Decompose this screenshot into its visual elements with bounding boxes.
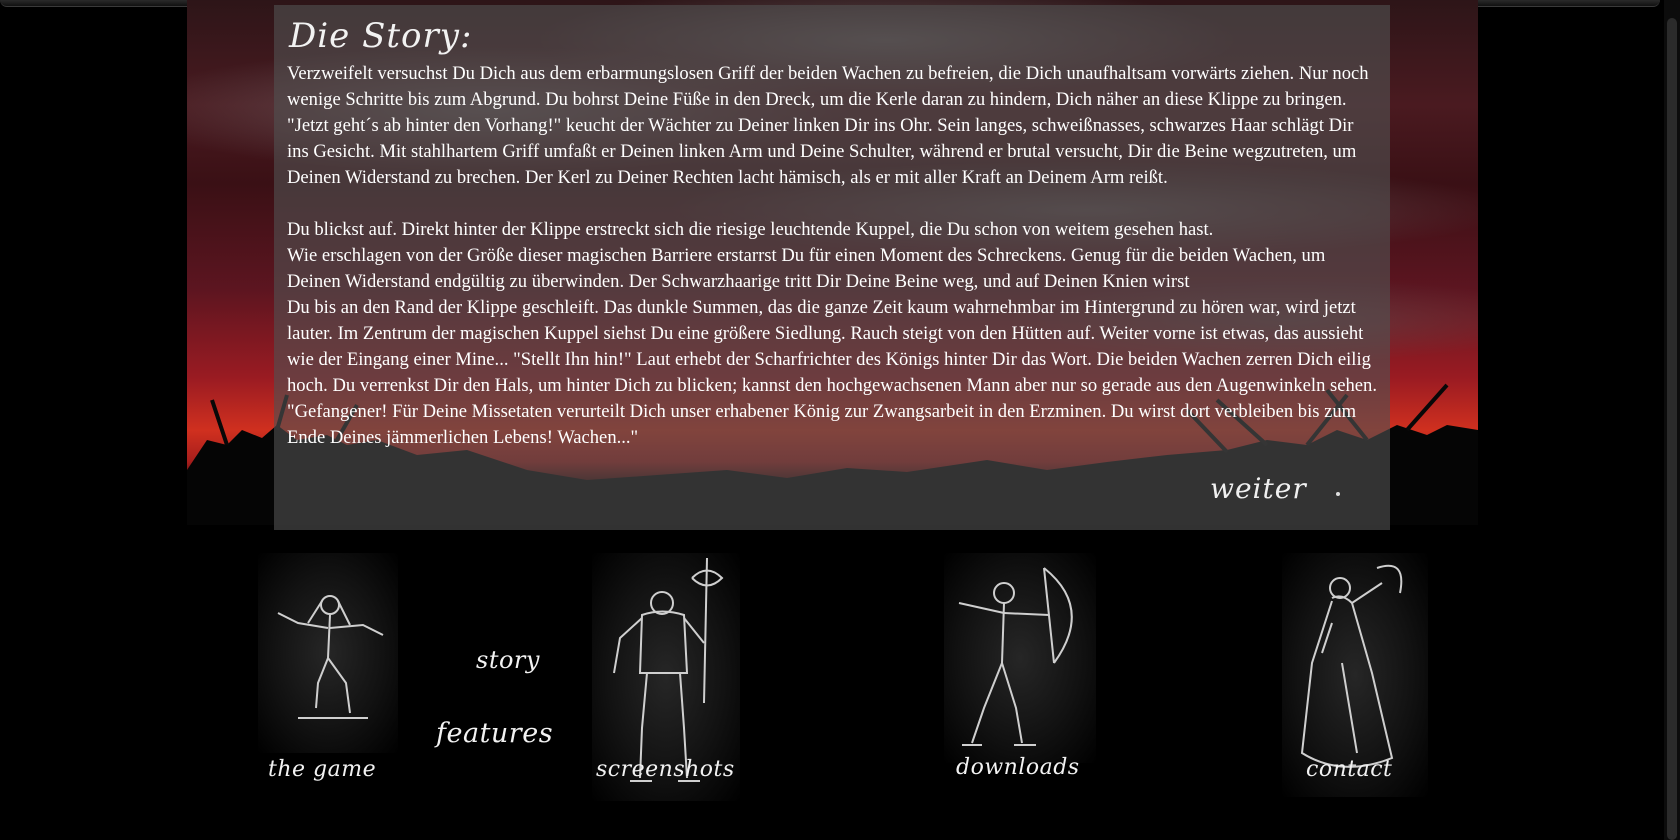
scrollbar-thumb[interactable] bbox=[1667, 18, 1677, 840]
story-paragraph-2-line-1: Du blickst auf. Direkt hinter der Klippe… bbox=[287, 219, 1214, 240]
nav-contact[interactable]: contact bbox=[1306, 757, 1393, 782]
archer-drawing bbox=[958, 567, 1073, 746]
nav-story[interactable]: story bbox=[476, 646, 540, 674]
nav-features[interactable]: features bbox=[436, 718, 554, 749]
next-link-dot bbox=[1336, 492, 1340, 496]
nav-the-game[interactable]: the game bbox=[268, 757, 377, 782]
page-title: Die Story: bbox=[289, 16, 473, 56]
crouching-warrior-drawing bbox=[277, 595, 384, 719]
nav-screenshots[interactable]: screenshots bbox=[596, 757, 735, 782]
vertical-scrollbar[interactable] bbox=[1664, 0, 1680, 840]
story-paragraph-1: Verzweifelt versuchst Du Dich aus dem er… bbox=[287, 63, 1369, 188]
story-paragraph-2-line-3: Du bis an den Rand der Klippe geschleift… bbox=[287, 297, 1377, 448]
story-paragraph-2: Du blickst auf. Direkt hinter der Klippe… bbox=[287, 217, 1378, 451]
next-link[interactable]: weiter bbox=[1210, 472, 1307, 505]
nav-downloads[interactable]: downloads bbox=[956, 755, 1080, 780]
robed-mage-figure-icon[interactable] bbox=[1282, 553, 1428, 797]
story-panel: Die Story: Verzweifelt versuchst Du Dich… bbox=[274, 5, 1390, 530]
story-text: Verzweifelt versuchst Du Dich aus dem er… bbox=[287, 61, 1378, 451]
story-paragraph-2-line-2: Wie erschlagen von der Größe dieser magi… bbox=[287, 245, 1326, 292]
axe-warrior-figure-icon[interactable] bbox=[592, 553, 740, 801]
robed-mage-drawing bbox=[1300, 564, 1403, 768]
axe-warrior-drawing bbox=[613, 557, 724, 782]
archer-figure-icon[interactable] bbox=[944, 553, 1096, 763]
crouching-warrior-figure-icon[interactable] bbox=[258, 553, 398, 753]
